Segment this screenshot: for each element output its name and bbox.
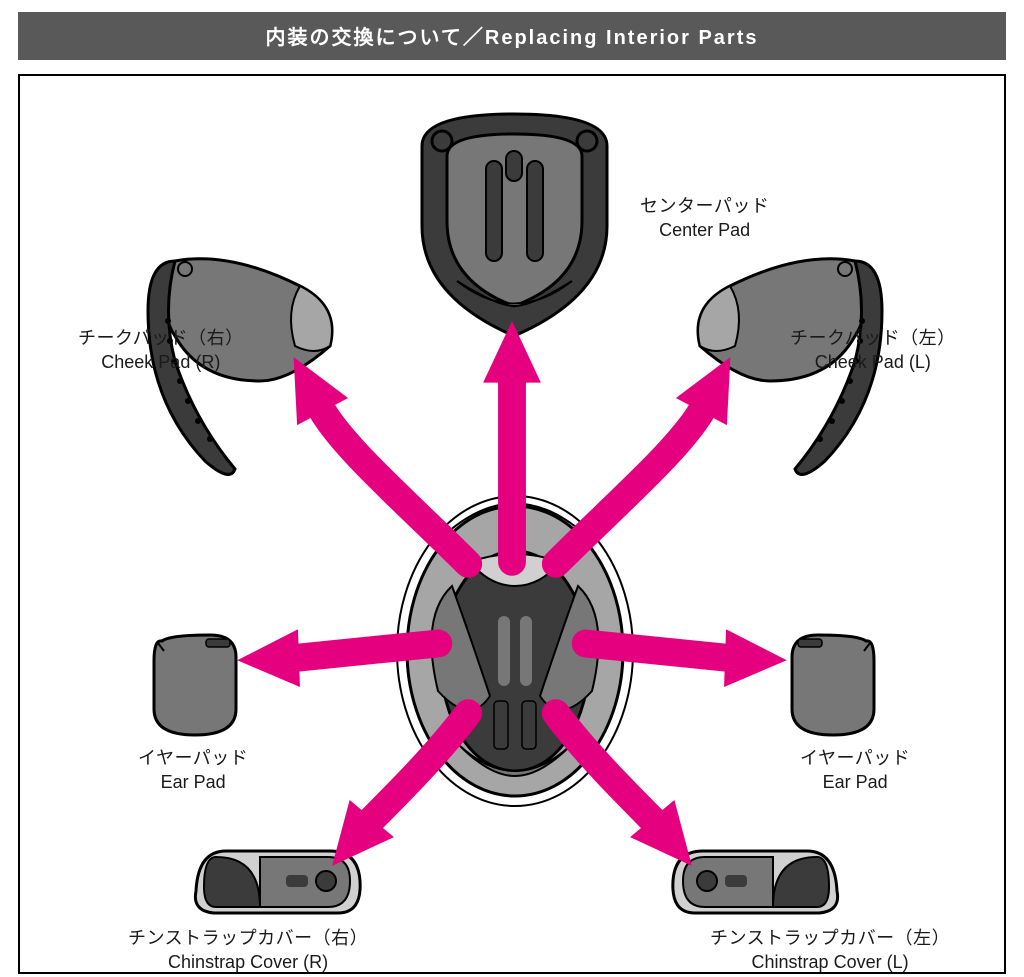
label-cheek-pad-l: チークパッド（左） Cheek Pad (L) — [790, 326, 956, 375]
title-bar: 内装の交換について／Replacing Interior Parts — [18, 12, 1006, 60]
arrowhead-to-ear-l — [724, 629, 788, 689]
label-cheek-r-jp: チークパッド（右） — [78, 326, 244, 350]
diagram-frame: センターパッド Center Pad チークパッド（右） Cheek Pad (… — [18, 74, 1006, 974]
label-cheek-r-en: Cheek Pad (R) — [78, 350, 244, 374]
part-ear-pad-l — [788, 631, 878, 741]
label-cheek-l-en: Cheek Pad (L) — [790, 350, 956, 374]
part-chinstrap-cover-r — [190, 841, 365, 921]
label-chinstrap-l: チンストラップカバー（左） Chinstrap Cover (L) — [710, 926, 950, 975]
label-cheek-pad-r: チークパッド（右） Cheek Pad (R) — [78, 326, 244, 375]
label-center-pad-jp: センターパッド — [640, 194, 769, 218]
label-ear-r-en: Ear Pad — [138, 770, 248, 794]
label-center-pad-en: Center Pad — [640, 218, 769, 242]
label-ear-l-jp: イヤーパッド — [800, 746, 910, 770]
label-cheek-l-jp: チークパッド（左） — [790, 326, 956, 350]
label-chin-r-en: Chinstrap Cover (R) — [128, 950, 368, 974]
part-ear-pad-r — [150, 631, 240, 741]
label-ear-l-en: Ear Pad — [800, 770, 910, 794]
label-ear-r-jp: イヤーパッド — [138, 746, 248, 770]
label-chinstrap-r: チンストラップカバー（右） Chinstrap Cover (R) — [128, 926, 368, 975]
label-chin-r-jp: チンストラップカバー（右） — [128, 926, 368, 950]
label-ear-pad-r: イヤーパッド Ear Pad — [138, 746, 248, 795]
arrowhead-to-ear-r — [236, 629, 300, 689]
part-chinstrap-cover-l — [668, 841, 843, 921]
title-text: 内装の交換について／Replacing Interior Parts — [265, 27, 758, 49]
part-helmet-center — [390, 486, 640, 811]
label-chin-l-jp: チンストラップカバー（左） — [710, 926, 950, 950]
label-chin-l-en: Chinstrap Cover (L) — [710, 950, 950, 974]
label-ear-pad-l: イヤーパッド Ear Pad — [800, 746, 910, 795]
part-center-pad — [402, 106, 627, 346]
label-center-pad: センターパッド Center Pad — [640, 194, 769, 243]
